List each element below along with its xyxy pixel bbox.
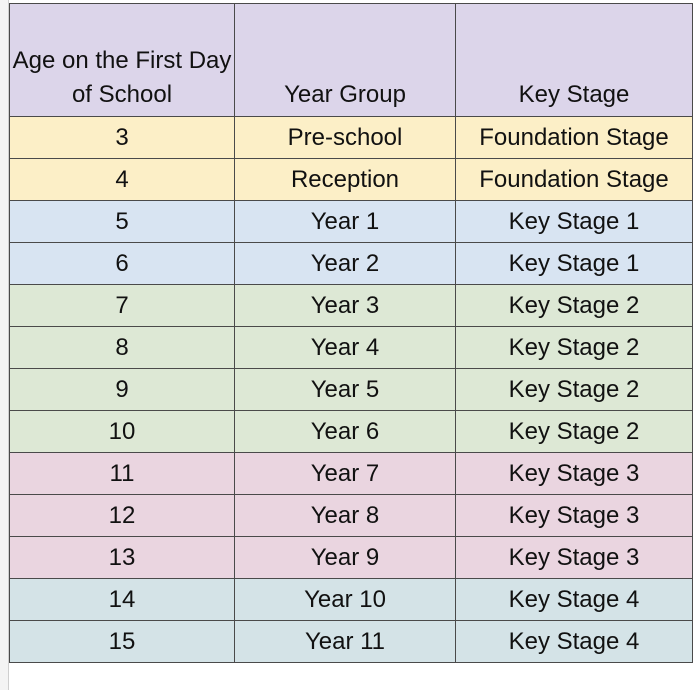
- cell-key-stage[interactable]: Key Stage 2: [455, 326, 693, 369]
- cell-year-group[interactable]: Year 4: [234, 326, 456, 369]
- cell-key-stage[interactable]: Key Stage 2: [455, 284, 693, 327]
- header-cell-age[interactable]: Age on the First Day of School: [9, 3, 235, 117]
- table-body: 3 Pre-school Foundation Stage 4 Receptio…: [9, 116, 693, 663]
- cell-key-stage[interactable]: Foundation Stage: [455, 158, 693, 201]
- cell-year-group[interactable]: Year 6: [234, 410, 456, 453]
- cell-age[interactable]: 11: [9, 452, 235, 495]
- row-header-strip: [0, 0, 9, 690]
- table-row: 6 Year 2 Key Stage 1: [9, 242, 693, 285]
- header-cell-key-stage[interactable]: Key Stage: [455, 3, 693, 117]
- cell-year-group[interactable]: Year 5: [234, 368, 456, 411]
- cell-year-group[interactable]: Year 2: [234, 242, 456, 285]
- cell-key-stage[interactable]: Key Stage 1: [455, 242, 693, 285]
- cell-key-stage[interactable]: Key Stage 4: [455, 620, 693, 663]
- cell-age[interactable]: 9: [9, 368, 235, 411]
- table-row: 12 Year 8 Key Stage 3: [9, 494, 693, 537]
- table-row: 4 Reception Foundation Stage: [9, 158, 693, 201]
- cell-key-stage[interactable]: Key Stage 3: [455, 494, 693, 537]
- cell-key-stage[interactable]: Key Stage 3: [455, 452, 693, 495]
- cell-year-group[interactable]: Year 1: [234, 200, 456, 243]
- cell-age[interactable]: 7: [9, 284, 235, 327]
- cell-key-stage[interactable]: Key Stage 4: [455, 578, 693, 621]
- cell-key-stage[interactable]: Foundation Stage: [455, 116, 693, 159]
- header-row: Age on the First Day of School Year Grou…: [9, 3, 693, 117]
- header-cell-year-group[interactable]: Year Group: [234, 3, 456, 117]
- cell-year-group[interactable]: Year 7: [234, 452, 456, 495]
- cell-year-group[interactable]: Year 3: [234, 284, 456, 327]
- table-row: 3 Pre-school Foundation Stage: [9, 116, 693, 159]
- table-row: 15 Year 11 Key Stage 4: [9, 620, 693, 663]
- cell-key-stage[interactable]: Key Stage 1: [455, 200, 693, 243]
- cell-age[interactable]: 3: [9, 116, 235, 159]
- table-row: 11 Year 7 Key Stage 3: [9, 452, 693, 495]
- cell-year-group[interactable]: Reception: [234, 158, 456, 201]
- cell-key-stage[interactable]: Key Stage 3: [455, 536, 693, 579]
- school-years-table: Age on the First Day of School Year Grou…: [9, 3, 693, 663]
- cell-age[interactable]: 10: [9, 410, 235, 453]
- cell-year-group[interactable]: Year 9: [234, 536, 456, 579]
- cell-key-stage[interactable]: Key Stage 2: [455, 368, 693, 411]
- table-row: 5 Year 1 Key Stage 1: [9, 200, 693, 243]
- cell-year-group[interactable]: Year 10: [234, 578, 456, 621]
- table-row: 13 Year 9 Key Stage 3: [9, 536, 693, 579]
- cell-year-group[interactable]: Year 11: [234, 620, 456, 663]
- cell-age[interactable]: 8: [9, 326, 235, 369]
- cell-age[interactable]: 4: [9, 158, 235, 201]
- table-row: 8 Year 4 Key Stage 2: [9, 326, 693, 369]
- table-row: 10 Year 6 Key Stage 2: [9, 410, 693, 453]
- cell-key-stage[interactable]: Key Stage 2: [455, 410, 693, 453]
- table-row: 7 Year 3 Key Stage 2: [9, 284, 693, 327]
- cell-age[interactable]: 5: [9, 200, 235, 243]
- cell-age[interactable]: 14: [9, 578, 235, 621]
- cell-age[interactable]: 12: [9, 494, 235, 537]
- table-row: 9 Year 5 Key Stage 2: [9, 368, 693, 411]
- cell-age[interactable]: 13: [9, 536, 235, 579]
- cell-age[interactable]: 6: [9, 242, 235, 285]
- cell-year-group[interactable]: Year 8: [234, 494, 456, 537]
- cell-age[interactable]: 15: [9, 620, 235, 663]
- cell-year-group[interactable]: Pre-school: [234, 116, 456, 159]
- table-row: 14 Year 10 Key Stage 4: [9, 578, 693, 621]
